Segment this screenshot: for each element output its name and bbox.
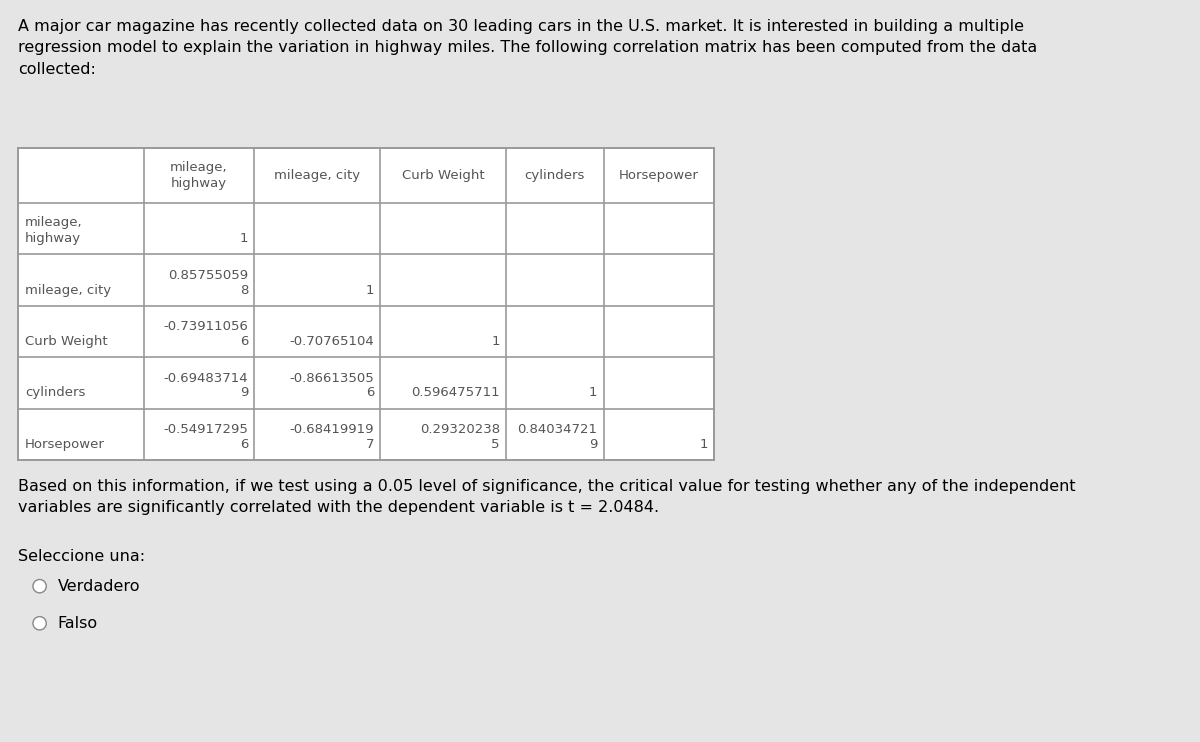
Text: 1: 1 bbox=[700, 438, 708, 451]
Text: 0.29320238: 0.29320238 bbox=[420, 423, 499, 436]
Text: cylinders: cylinders bbox=[25, 387, 85, 399]
Text: mileage,
highway: mileage, highway bbox=[25, 216, 83, 245]
Text: 1: 1 bbox=[589, 387, 598, 399]
Text: Horsepower: Horsepower bbox=[619, 169, 698, 183]
Text: 9: 9 bbox=[589, 438, 598, 451]
Text: Based on this information, if we test using a 0.05 level of significance, the cr: Based on this information, if we test us… bbox=[18, 479, 1075, 515]
Text: 1: 1 bbox=[240, 232, 248, 245]
Text: Curb Weight: Curb Weight bbox=[25, 335, 108, 348]
Text: 6: 6 bbox=[240, 438, 248, 451]
Text: Verdadero: Verdadero bbox=[58, 579, 140, 594]
Text: 1: 1 bbox=[491, 335, 499, 348]
Text: 9: 9 bbox=[240, 387, 248, 399]
Text: mileage, city: mileage, city bbox=[25, 283, 112, 297]
Text: -0.68419919: -0.68419919 bbox=[289, 423, 374, 436]
Text: 0.85755059: 0.85755059 bbox=[168, 269, 248, 282]
Text: 7: 7 bbox=[366, 438, 374, 451]
Text: -0.73911056: -0.73911056 bbox=[163, 321, 248, 333]
Text: -0.70765104: -0.70765104 bbox=[289, 335, 374, 348]
Text: 6: 6 bbox=[366, 387, 374, 399]
Text: 0.596475711: 0.596475711 bbox=[412, 387, 499, 399]
Text: mileage,
highway: mileage, highway bbox=[170, 161, 228, 190]
Text: Seleccione una:: Seleccione una: bbox=[18, 549, 145, 564]
Text: Horsepower: Horsepower bbox=[25, 438, 106, 451]
Ellipse shape bbox=[32, 580, 47, 593]
Text: A major car magazine has recently collected data on 30 leading cars in the U.S. : A major car magazine has recently collec… bbox=[18, 19, 1037, 76]
Text: Falso: Falso bbox=[58, 616, 97, 631]
Text: cylinders: cylinders bbox=[524, 169, 584, 183]
Text: mileage, city: mileage, city bbox=[274, 169, 360, 183]
Text: 0.84034721: 0.84034721 bbox=[517, 423, 598, 436]
Text: -0.54917295: -0.54917295 bbox=[163, 423, 248, 436]
Text: 8: 8 bbox=[240, 283, 248, 297]
Text: 5: 5 bbox=[491, 438, 499, 451]
Text: Curb Weight: Curb Weight bbox=[402, 169, 485, 183]
Ellipse shape bbox=[32, 617, 47, 630]
Text: 6: 6 bbox=[240, 335, 248, 348]
Text: 1: 1 bbox=[366, 283, 374, 297]
Text: -0.69483714: -0.69483714 bbox=[163, 372, 248, 384]
Text: -0.86613505: -0.86613505 bbox=[289, 372, 374, 384]
